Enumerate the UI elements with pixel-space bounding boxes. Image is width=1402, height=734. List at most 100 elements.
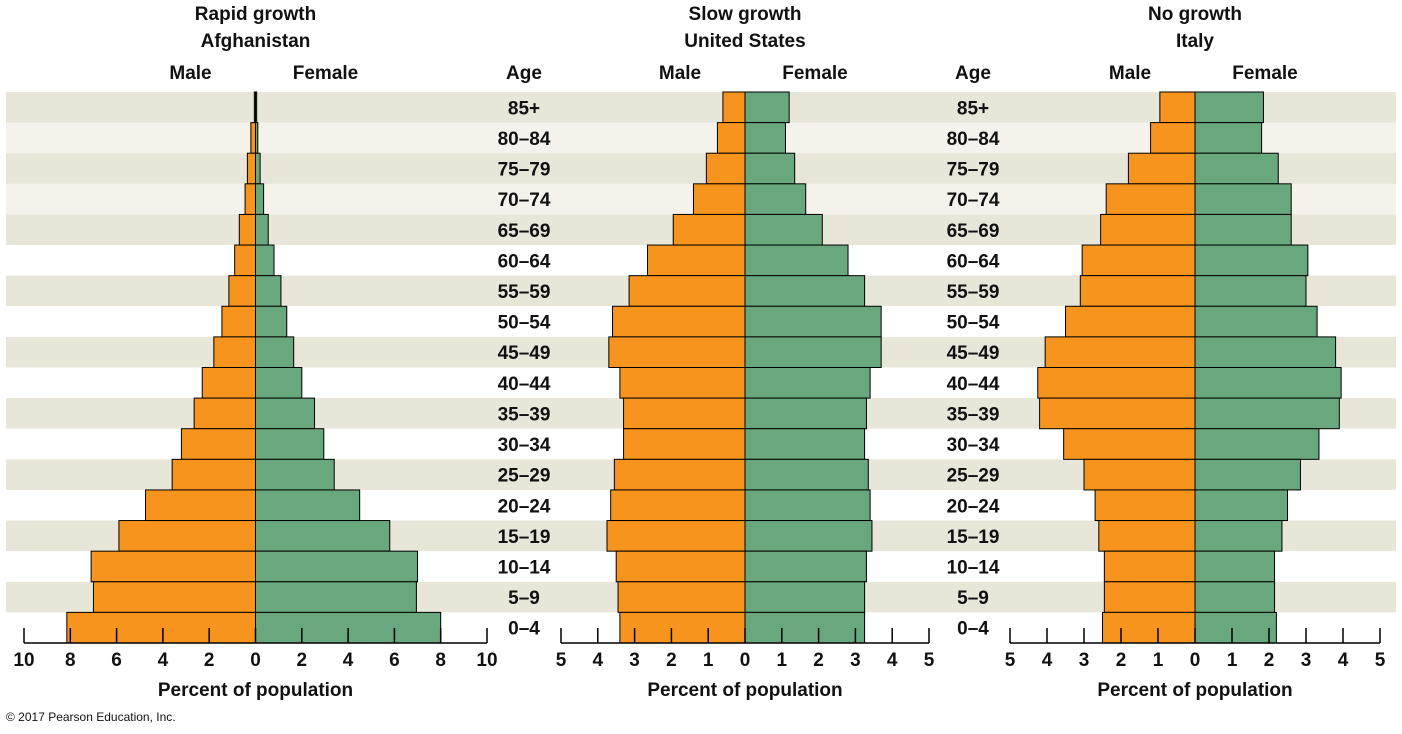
category-label: 15–19 (947, 527, 1000, 548)
category-label: 20–24 (947, 496, 1000, 517)
source-note: © 2017 Pearson Education, Inc. (6, 710, 176, 724)
category-label: 20–24 (498, 496, 551, 517)
bar (1194, 397, 1340, 430)
bar (255, 336, 295, 368)
bar (1094, 489, 1196, 522)
x-tick-label: 10 (476, 650, 497, 671)
bar (672, 213, 746, 246)
bar (255, 581, 417, 613)
bar (623, 397, 746, 430)
category-label: 5–9 (508, 588, 540, 609)
bar (255, 183, 265, 215)
bar (744, 183, 807, 215)
bar (221, 305, 256, 338)
bar (193, 397, 256, 430)
bar (606, 520, 746, 552)
bar (1100, 213, 1196, 246)
bar (1194, 367, 1342, 399)
bar (744, 91, 790, 124)
bar (244, 183, 257, 215)
bar (619, 367, 746, 399)
bar (1037, 367, 1196, 399)
bar (1194, 213, 1292, 246)
bar (145, 489, 257, 522)
x-tick-label: 8 (435, 650, 446, 671)
category-label: 10–14 (947, 557, 1000, 578)
bar (1105, 183, 1196, 215)
x-tick-label: 1 (703, 650, 714, 671)
category-label: 65–69 (498, 221, 551, 242)
bar (255, 397, 316, 430)
x-tick-label: 2 (204, 650, 215, 671)
bar (1194, 336, 1337, 368)
category-label: 25–29 (498, 466, 551, 487)
bar (619, 611, 746, 644)
bar (744, 489, 871, 522)
bar (180, 428, 256, 460)
category-label: 80–84 (498, 129, 551, 150)
legend-label: Female (1232, 63, 1297, 84)
category-label: 0–4 (508, 619, 540, 640)
bar (744, 213, 823, 246)
category-label: 50–54 (498, 313, 551, 334)
bar (255, 428, 325, 460)
x-axis-label: Percent of population (158, 680, 353, 701)
bar (1039, 397, 1196, 430)
legend-label: Female (293, 63, 358, 84)
category-label: 0–4 (957, 619, 989, 640)
x-tick-label: 5 (1375, 650, 1386, 671)
bar (744, 611, 866, 644)
category-label: 70–74 (498, 190, 551, 211)
x-tick-label: 4 (1338, 650, 1349, 671)
bar (1194, 520, 1283, 552)
bar (1194, 611, 1277, 644)
x-tick-label: 0 (740, 650, 751, 671)
x-tick-label: 0 (1190, 650, 1201, 671)
bar (744, 367, 871, 399)
category-label: 30–34 (947, 435, 1000, 456)
category-label: 30–34 (498, 435, 551, 456)
x-axis-label: Percent of population (1097, 680, 1292, 701)
bar (744, 550, 867, 583)
category-label: 65–69 (947, 221, 1000, 242)
bar (1102, 611, 1196, 644)
bar (1044, 336, 1196, 368)
bar (1150, 122, 1196, 154)
category-label: 85+ (508, 98, 540, 119)
x-tick-label: 6 (389, 650, 400, 671)
category-label: 60–64 (947, 251, 1000, 272)
x-tick-label: 3 (850, 650, 861, 671)
bar (1079, 275, 1196, 307)
bar (1194, 275, 1307, 307)
age-header: Age (506, 63, 542, 84)
chart-subtitle: Afghanistan (201, 31, 311, 52)
bar (255, 305, 288, 338)
category-label: 45–49 (947, 343, 1000, 364)
bar (744, 428, 866, 460)
bar (744, 397, 867, 430)
category-label: 40–44 (947, 374, 1000, 395)
bar (118, 520, 257, 552)
bar (1194, 581, 1276, 613)
x-tick-label: 2 (1264, 650, 1275, 671)
bar (255, 91, 258, 124)
chart-title: Rapid growth (195, 4, 316, 25)
x-tick-label: 5 (1005, 650, 1016, 671)
bar (255, 489, 361, 522)
bar (255, 152, 261, 185)
category-label: 45–49 (498, 343, 551, 364)
x-tick-label: 8 (65, 650, 76, 671)
x-tick-label: 4 (593, 650, 604, 671)
x-tick-label: 2 (813, 650, 824, 671)
x-tick-label: 6 (111, 650, 122, 671)
bar (238, 213, 256, 246)
x-tick-label: 0 (250, 650, 261, 671)
bar (92, 581, 256, 613)
x-tick-label: 2 (666, 650, 677, 671)
category-label: 10–14 (498, 557, 551, 578)
x-tick-label: 4 (343, 650, 354, 671)
bar (255, 367, 303, 399)
x-tick-label: 1 (1227, 650, 1238, 671)
x-tick-label: 1 (777, 650, 788, 671)
bar (744, 458, 869, 491)
